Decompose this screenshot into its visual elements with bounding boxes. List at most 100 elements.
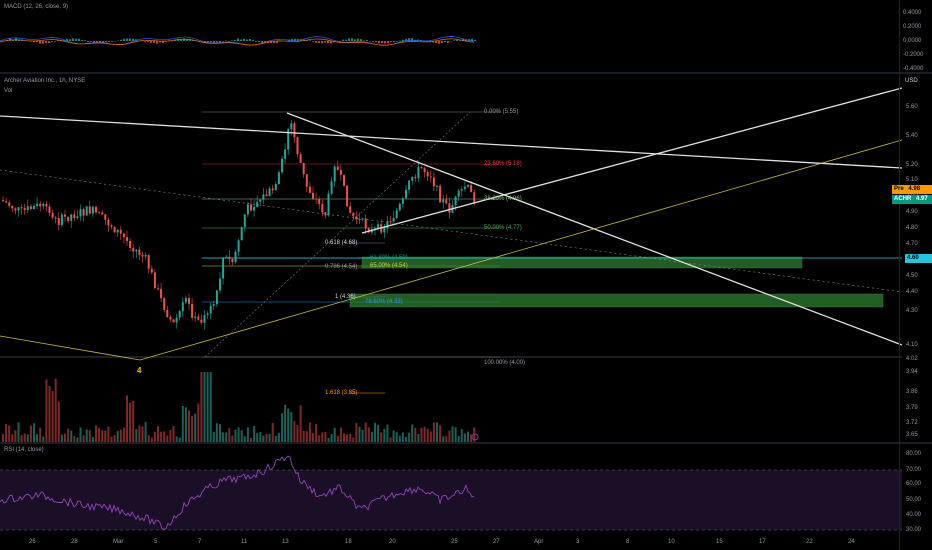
volume-bar <box>436 422 438 442</box>
macd-histogram-bar <box>54 41 56 42</box>
fib-retracement[interactable] <box>202 111 500 394</box>
pre-label: Pre <box>894 186 904 192</box>
demand-zone-lower[interactable] <box>349 293 884 308</box>
macd-histogram-bar <box>345 39 347 41</box>
macd-histogram-bar <box>462 38 464 41</box>
macd-histogram-bar <box>90 41 92 42</box>
volume-bar <box>70 430 73 442</box>
volume-bar <box>73 435 76 442</box>
fib-ext-label-1: 1 (4.36) <box>335 294 356 300</box>
demand-zone-upper[interactable] <box>361 256 803 269</box>
fib-ext-label-0618: 0.618 (4.68) <box>325 240 358 246</box>
candle-body <box>426 172 429 177</box>
macd-histogram-bar <box>357 38 359 41</box>
candle-body <box>392 217 395 222</box>
volume-bar <box>324 431 327 442</box>
macd-pane[interactable]: MACD (12, 26, close, 9) <box>0 0 932 72</box>
volume-bar <box>48 385 51 442</box>
macd-histogram-bar <box>387 41 389 44</box>
macd-histogram-bar <box>156 41 158 44</box>
candle-body <box>11 205 14 209</box>
candle-body <box>135 249 138 252</box>
macd-histogram-bar <box>207 41 209 43</box>
candle-body <box>339 169 342 175</box>
macd-histogram-bar <box>309 40 311 41</box>
price-axis[interactable]: 0.4000 0.2000 0.0000 -0.2000 -0.4000 USD 5.6… <box>899 0 932 550</box>
macd-title: MACD (12, 26, close, 9) <box>4 4 69 10</box>
volume-bar <box>200 372 203 442</box>
candle-body <box>268 188 271 197</box>
volume-bar <box>253 425 256 442</box>
last-volume-marker[interactable] <box>471 433 479 441</box>
volume-bar <box>11 434 14 442</box>
volume-bar <box>153 431 156 442</box>
macd-histogram-bar <box>225 40 227 42</box>
macd-histogram-bar <box>375 41 377 42</box>
macd-histogram-bar <box>12 39 14 41</box>
volume-bar <box>14 430 17 442</box>
macd-histogram-bar <box>252 40 254 41</box>
volume-bars <box>2 372 476 442</box>
candle-body <box>116 229 119 233</box>
macd-histogram-bar <box>444 41 446 43</box>
volume-bar <box>197 403 200 442</box>
candle-body <box>405 189 407 199</box>
time-axis[interactable]: 26 28 Mar 5 7 11 13 18 20 25 27 Apr 3 8 10 15 17 22 24 <box>0 536 932 550</box>
trendline-yellow[interactable] <box>0 139 903 361</box>
macd-histogram-bar <box>186 38 188 41</box>
candle-body <box>231 258 234 263</box>
candle-body <box>147 255 150 269</box>
volume-bar <box>467 431 469 442</box>
price-tick: 5.40 <box>906 133 918 139</box>
candle-body <box>256 201 259 207</box>
trendline-dotted[interactable] <box>0 169 903 293</box>
macd-histogram-bar <box>153 41 155 44</box>
macd-histogram-bar <box>321 41 323 44</box>
candle-body <box>315 198 318 200</box>
candle-body <box>73 214 76 218</box>
price-pane[interactable]: Archer Aviation Inc., 1h, NYSE Vol <box>0 74 932 442</box>
price-tick: 4.70 <box>906 241 918 247</box>
volume-bar <box>398 435 401 442</box>
time-tick: 24 <box>848 539 855 545</box>
time-tick: 13 <box>282 539 289 545</box>
time-tick: 27 <box>493 539 500 545</box>
trendline-ascending[interactable] <box>361 87 903 234</box>
candle-body <box>302 162 305 175</box>
macd-histogram-bar <box>432 41 434 43</box>
candle-body <box>181 302 184 312</box>
candle-body <box>33 205 35 210</box>
candle-body <box>355 216 358 220</box>
candle-body <box>386 221 389 228</box>
macd-histogram-bar <box>261 41 263 43</box>
volume-bar <box>274 435 277 442</box>
pane-separator[interactable] <box>0 442 932 444</box>
candle-body <box>343 174 345 186</box>
candle-body <box>277 172 280 185</box>
macd-histogram-bar <box>126 38 128 41</box>
rsi-pane[interactable]: RSI (14, close) <box>0 444 932 536</box>
macd-histogram-bar <box>354 39 356 41</box>
candle-body <box>324 212 327 216</box>
macd-histogram-bar <box>255 41 257 42</box>
candle-body <box>228 256 231 259</box>
candle-body <box>336 166 339 170</box>
volume-bar <box>392 430 395 442</box>
fib-ext-label-0786: 0.786 (4.54) <box>325 264 358 270</box>
volume-bar <box>225 432 228 442</box>
volume-bar <box>178 437 181 442</box>
candle-body <box>107 219 110 226</box>
fib-label-618: 61.80% (4.59) <box>370 255 408 261</box>
candle-body <box>126 237 128 241</box>
macd-histogram-bar <box>57 40 59 41</box>
candle-body <box>423 168 426 173</box>
trendline-long-descending[interactable] <box>0 115 903 169</box>
macd-histogram-bar <box>51 41 53 42</box>
candle-body <box>234 251 237 263</box>
pane-separator[interactable] <box>0 72 932 74</box>
fib-label-382: 38.20% (4.96) <box>484 196 522 202</box>
macd-histogram-bar <box>33 41 35 43</box>
price-tick: 5.60 <box>906 104 918 110</box>
price-tick: 3.79 <box>906 405 918 411</box>
